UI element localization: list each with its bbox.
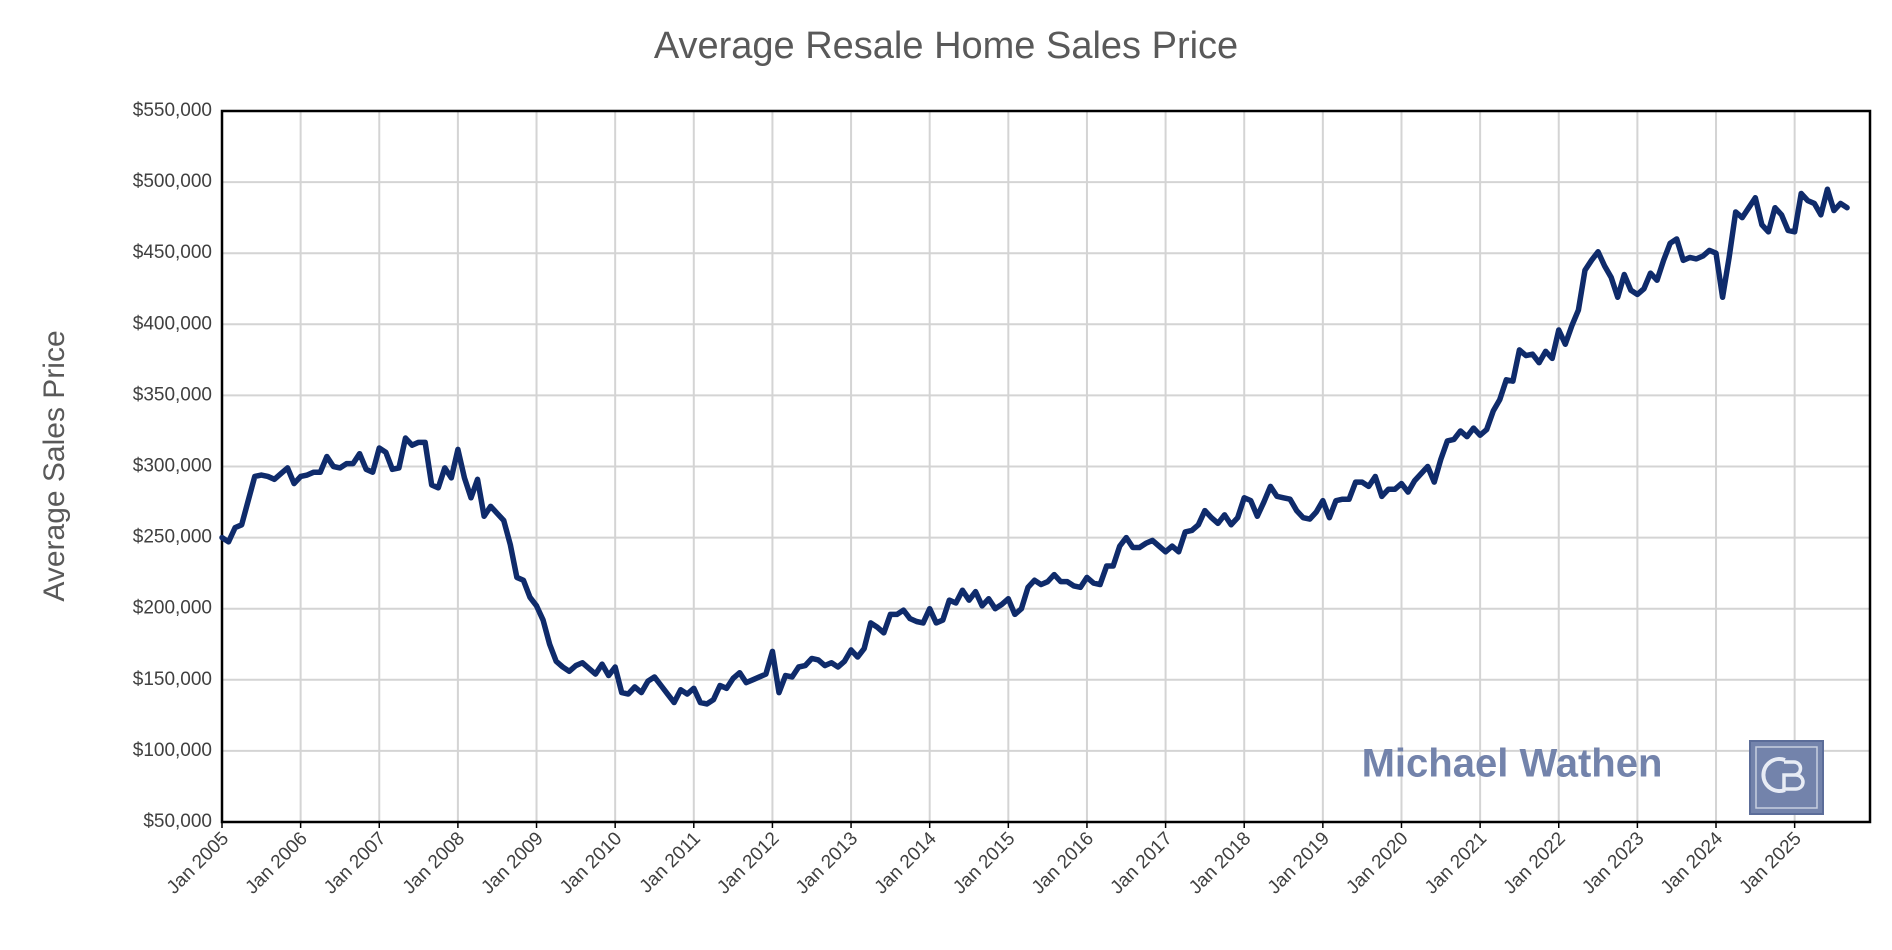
y-tick-label: $550,000 xyxy=(133,100,212,121)
x-tick-label: Jan 2012 xyxy=(713,828,783,898)
y-tick-label: $400,000 xyxy=(133,313,212,334)
x-tick-label: Jan 2008 xyxy=(399,828,469,898)
y-tick-label: $250,000 xyxy=(133,527,212,548)
y-tick-label: $150,000 xyxy=(133,669,212,690)
logo xyxy=(1749,740,1824,815)
x-tick-label: Jan 2017 xyxy=(1107,828,1177,898)
x-tick-label: Jan 2025 xyxy=(1736,828,1806,898)
x-tick-label: Jan 2015 xyxy=(949,828,1019,898)
y-tick-label: $500,000 xyxy=(133,171,212,192)
x-tick-label: Jan 2013 xyxy=(792,828,862,898)
y-tick-label: $100,000 xyxy=(133,740,212,761)
x-tick-label: Jan 2005 xyxy=(163,828,233,898)
x-tick-label: Jan 2014 xyxy=(871,828,941,898)
y-tick-label: $350,000 xyxy=(133,384,212,405)
x-tick-label: Jan 2021 xyxy=(1421,828,1491,898)
watermark: Michael Wathen xyxy=(1362,742,1663,786)
x-tick-label: Jan 2019 xyxy=(1264,828,1334,898)
x-tick-label: Jan 2023 xyxy=(1578,828,1648,898)
x-tick-label: Jan 2011 xyxy=(636,828,705,897)
x-tick-label: Jan 2016 xyxy=(1028,828,1098,898)
y-tick-label: $300,000 xyxy=(133,456,212,477)
x-tick-label: Jan 2009 xyxy=(477,828,547,898)
x-tick-label: Jan 2024 xyxy=(1657,828,1727,898)
y-axis-label: Average Sales Price xyxy=(38,330,71,601)
price-line xyxy=(219,186,1850,707)
chart-title: Average Resale Home Sales Price xyxy=(654,25,1238,67)
y-tick-label: $450,000 xyxy=(133,242,212,263)
y-tick-label: $50,000 xyxy=(143,811,212,832)
x-tick-label: Jan 2007 xyxy=(320,828,390,898)
x-tick-label: Jan 2020 xyxy=(1342,828,1412,898)
x-tick-label: Jan 2018 xyxy=(1185,828,1255,898)
x-tick-label: Jan 2022 xyxy=(1500,828,1570,898)
x-tick-label: Jan 2006 xyxy=(242,828,312,898)
y-tick-label: $200,000 xyxy=(133,598,212,619)
plot-border xyxy=(220,109,1872,824)
x-tick-label: Jan 2010 xyxy=(556,828,626,898)
